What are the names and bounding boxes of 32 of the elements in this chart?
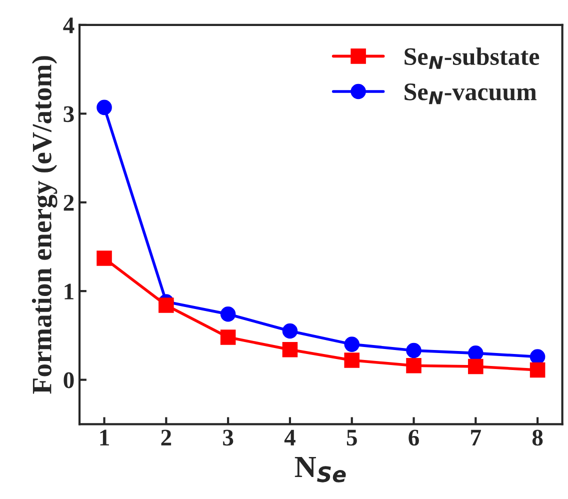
point (220, 330, 236, 345)
point (468, 346, 484, 361)
x-tick-label: 5 (346, 430, 357, 446)
point (344, 336, 360, 352)
y-tick-label: 1 (64, 284, 74, 300)
legend-label: Se$_{N}$-substate (404, 47, 540, 69)
legend-label: Se$_{N}$-vacuum (404, 84, 537, 104)
point (530, 349, 546, 364)
y-tick-label: 3 (64, 106, 74, 122)
x-tick-label: 4 (284, 430, 296, 446)
y-tick-label: 0 (64, 372, 74, 388)
point (282, 342, 298, 358)
point (158, 298, 174, 313)
point (530, 362, 546, 378)
y-tick-label: 2 (64, 194, 74, 211)
point (406, 358, 422, 374)
x-tick-label: 8 (532, 430, 543, 446)
x-tick-label: 7 (471, 430, 481, 446)
point (220, 306, 236, 322)
x-tick-label: 6 (408, 430, 419, 446)
point (96, 100, 112, 116)
x-axis-title: N$_{Se}$ (294, 457, 346, 482)
x-tick-label: 1 (100, 430, 109, 446)
point (344, 352, 360, 368)
y-tick-label: 4 (63, 18, 74, 34)
point (282, 323, 298, 339)
point (96, 250, 112, 266)
point (406, 342, 422, 358)
y-axis-title: Formation energy (eV/atom) (32, 56, 58, 394)
point (468, 358, 484, 374)
x-tick-label: 3 (223, 430, 234, 446)
x-tick-label: 2 (161, 430, 172, 446)
